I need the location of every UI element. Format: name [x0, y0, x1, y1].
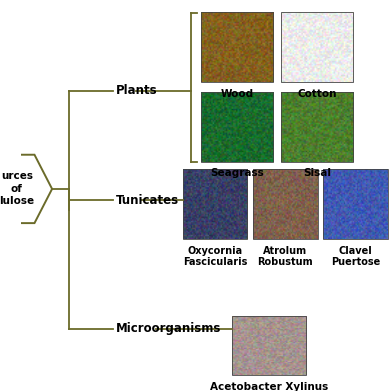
Text: Acetobacter Xylinus: Acetobacter Xylinus [210, 382, 328, 391]
Text: urces: urces [1, 171, 33, 181]
Text: Oxycornia
Fascicularis: Oxycornia Fascicularis [183, 246, 247, 267]
Text: of: of [11, 184, 23, 194]
Text: Seagrass: Seagrass [210, 169, 264, 178]
Text: Cotton: Cotton [297, 89, 337, 99]
Text: Microorganisms: Microorganisms [116, 322, 222, 335]
Text: lulose: lulose [0, 196, 34, 206]
Text: Tunicates: Tunicates [116, 194, 179, 207]
Text: Atrolum
Robustum: Atrolum Robustum [258, 246, 313, 267]
Text: Plants: Plants [116, 84, 158, 97]
Text: Clavel
Puertose: Clavel Puertose [331, 246, 380, 267]
Polygon shape [0, 155, 52, 223]
Text: Sisal: Sisal [303, 169, 331, 178]
Text: Wood: Wood [221, 89, 254, 99]
